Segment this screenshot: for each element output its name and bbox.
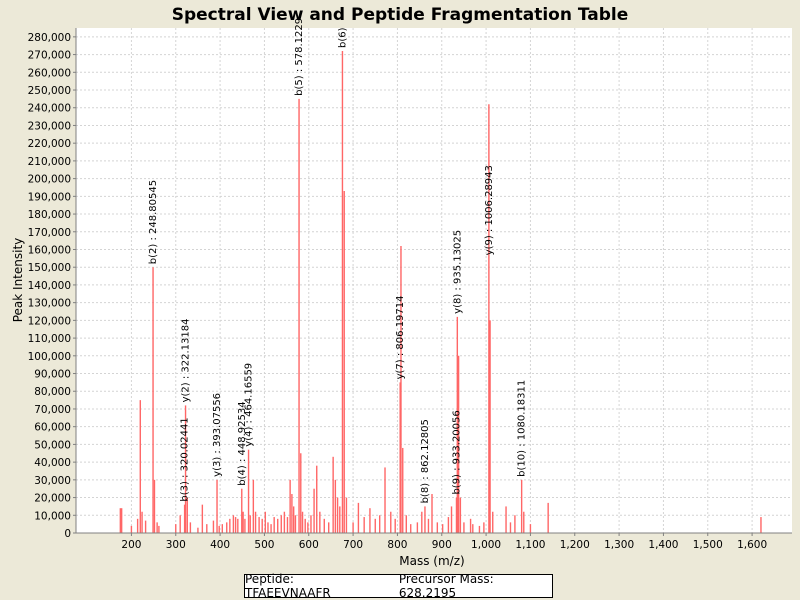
y-tick-label: 250,000 bbox=[28, 85, 71, 97]
peak-annotation: b(3) : 320.02441 bbox=[180, 417, 191, 501]
axes: 0 10,000 20,000 30,000 40,000 50,000 60,000 70,… bbox=[28, 28, 792, 551]
x-tick-label: 500 bbox=[254, 539, 274, 551]
y-tick-label: 220,000 bbox=[28, 138, 71, 150]
y-tick-label: 270,000 bbox=[28, 50, 71, 62]
y-tick-label: 150,000 bbox=[28, 262, 71, 274]
y-tick-label: 60,000 bbox=[34, 422, 71, 434]
x-axis-label: Mass (m/z) bbox=[399, 554, 464, 568]
x-tick-label: 400 bbox=[210, 539, 230, 551]
y-tick-label: 70,000 bbox=[34, 404, 71, 416]
y-tick-label: 0 bbox=[64, 528, 71, 540]
peak-annotation: b(2) : 248.80545 bbox=[148, 180, 159, 264]
y-tick-label: 10,000 bbox=[34, 510, 71, 522]
peak-annotation: y(7) : 806.19714 bbox=[395, 295, 406, 379]
plot-area bbox=[76, 28, 792, 533]
peak-annotations: b(2) : 248.80545 b(3) : 320.02441 y(2) : 3… bbox=[148, 18, 528, 504]
y-tick-label: 110,000 bbox=[28, 333, 71, 345]
x-tick-label: 1,300 bbox=[604, 539, 634, 551]
y-tick-label: 50,000 bbox=[34, 439, 71, 451]
peptide-label: Peptide: TFAEEVNAAFR bbox=[245, 572, 331, 600]
peak-annotation: y(3) : 393.07556 bbox=[212, 393, 223, 477]
y-tick-label: 90,000 bbox=[34, 369, 71, 381]
x-tick-label: 1,400 bbox=[648, 539, 678, 551]
x-tick-label: 1,500 bbox=[693, 539, 723, 551]
y-tick-label: 280,000 bbox=[28, 32, 71, 44]
peak-annotation: y(2) : 322.13184 bbox=[181, 319, 192, 403]
legend: Peptide: TFAEEVNAAFR Precursor Mass: 628… bbox=[244, 572, 553, 600]
y-tick-label: 170,000 bbox=[28, 227, 71, 239]
y-tick-label: 160,000 bbox=[28, 244, 71, 256]
y-tick-label: 40,000 bbox=[34, 457, 71, 469]
y-axis-label: Peak Intensity bbox=[11, 238, 25, 323]
y-tick-label: 130,000 bbox=[28, 298, 71, 310]
y-tick-label: 230,000 bbox=[28, 120, 71, 132]
peak-annotation: b(6) bbox=[337, 27, 348, 48]
x-tick-label: 1,100 bbox=[515, 539, 545, 551]
x-tick-label: 1,000 bbox=[471, 539, 501, 551]
y-tick-label: 100,000 bbox=[28, 351, 71, 363]
peak-annotation: b(10) : 1080.18311 bbox=[517, 380, 528, 477]
x-tick-label: 1,200 bbox=[560, 539, 590, 551]
y-tick-label: 20,000 bbox=[34, 493, 71, 505]
y-tick-label: 120,000 bbox=[28, 315, 71, 327]
y-tick-label: 210,000 bbox=[28, 156, 71, 168]
x-tick-label: 800 bbox=[387, 539, 407, 551]
y-tick-label: 190,000 bbox=[28, 191, 71, 203]
x-tick-label: 200 bbox=[121, 539, 141, 551]
x-tick-label: 900 bbox=[432, 539, 452, 551]
peak-annotation: y(8) : 935.13025 bbox=[452, 230, 463, 314]
grid bbox=[76, 28, 792, 534]
peak-annotation: b(9) : 933.20056 bbox=[451, 410, 462, 494]
y-tick-label: 180,000 bbox=[28, 209, 71, 221]
x-tick-label: 1,600 bbox=[737, 539, 767, 551]
peaks bbox=[119, 51, 762, 533]
y-tick-label: 240,000 bbox=[28, 103, 71, 115]
x-tick-label: 300 bbox=[166, 539, 186, 551]
peak-annotation: b(4) : 448.92534 bbox=[237, 401, 248, 485]
precursor-mass-label: Precursor Mass: 628.2195 bbox=[398, 572, 494, 600]
y-tick-label: 80,000 bbox=[34, 386, 71, 398]
x-tick-label: 700 bbox=[343, 539, 363, 551]
y-tick-label: 30,000 bbox=[34, 475, 71, 487]
y-tick-label: 140,000 bbox=[28, 280, 71, 292]
peak-annotation: y(4) : 464.16559 bbox=[244, 363, 255, 447]
y-tick-label: 200,000 bbox=[28, 174, 71, 186]
y-tick-label: 260,000 bbox=[28, 67, 71, 79]
peak-annotation: b(5) : 578.1229 bbox=[294, 18, 305, 96]
peak-annotation: y(9) : 1006.28943 bbox=[484, 165, 495, 255]
x-tick-label: 600 bbox=[299, 539, 319, 551]
peak-annotation: b(8) : 862.12805 bbox=[420, 419, 431, 503]
chart-title: Spectral View and Peptide Fragmentation … bbox=[172, 5, 629, 25]
